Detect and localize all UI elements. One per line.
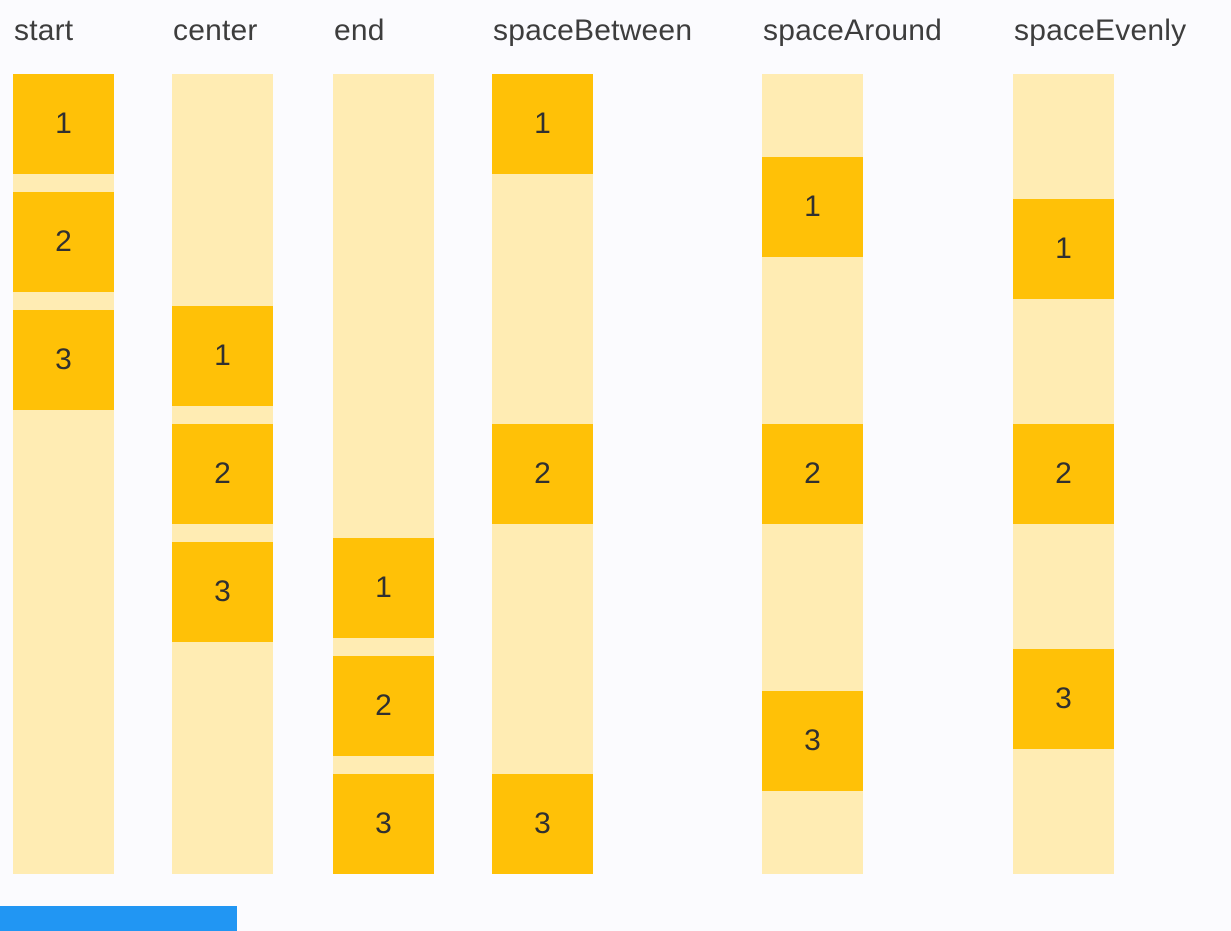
flex-item: 3	[492, 774, 593, 874]
column-label: end	[334, 14, 385, 47]
alignment-column-center: center 1 2 3	[172, 0, 273, 931]
flex-item: 1	[172, 306, 273, 406]
flex-item: 3	[333, 774, 434, 874]
flex-item: 2	[492, 424, 593, 524]
flex-item: 2	[13, 192, 114, 292]
flex-container: 1 2 3	[1013, 74, 1114, 874]
flex-item: 2	[172, 424, 273, 524]
flex-container: 1 2 3	[333, 74, 434, 874]
flex-item: 3	[762, 690, 863, 791]
flex-item: 1	[1013, 199, 1114, 299]
flex-item: 2	[1013, 424, 1114, 524]
flex-container: 1 2 3	[172, 74, 273, 874]
flex-item: 1	[13, 74, 114, 174]
alignment-column-spacearound: spaceAround 1 2 3	[762, 0, 942, 931]
bottom-blue-bar	[0, 906, 237, 931]
column-label: spaceEvenly	[1014, 14, 1187, 47]
flex-item: 3	[1013, 649, 1114, 749]
column-label: center	[173, 14, 258, 47]
flex-item: 3	[13, 310, 114, 410]
column-label: spaceBetween	[493, 14, 693, 47]
flex-item: 3	[172, 542, 273, 642]
alignment-column-start: start 1 2 3	[13, 0, 114, 931]
alignment-column-end: end 1 2 3	[333, 0, 434, 931]
flex-container: 1 2 3	[762, 74, 863, 874]
flex-item: 1	[492, 74, 593, 174]
alignment-column-spaceevenly: spaceEvenly 1 2 3	[1013, 0, 1186, 931]
alignment-column-spacebetween: spaceBetween 1 2 3	[492, 0, 692, 931]
column-label: start	[14, 14, 74, 47]
column-label: spaceAround	[763, 14, 942, 47]
flex-container: 1 2 3	[13, 74, 114, 874]
flex-item: 1	[762, 157, 863, 258]
flex-item: 2	[762, 423, 863, 524]
flex-container: 1 2 3	[492, 74, 593, 874]
flex-item: 2	[333, 656, 434, 756]
flex-item: 1	[333, 538, 434, 638]
